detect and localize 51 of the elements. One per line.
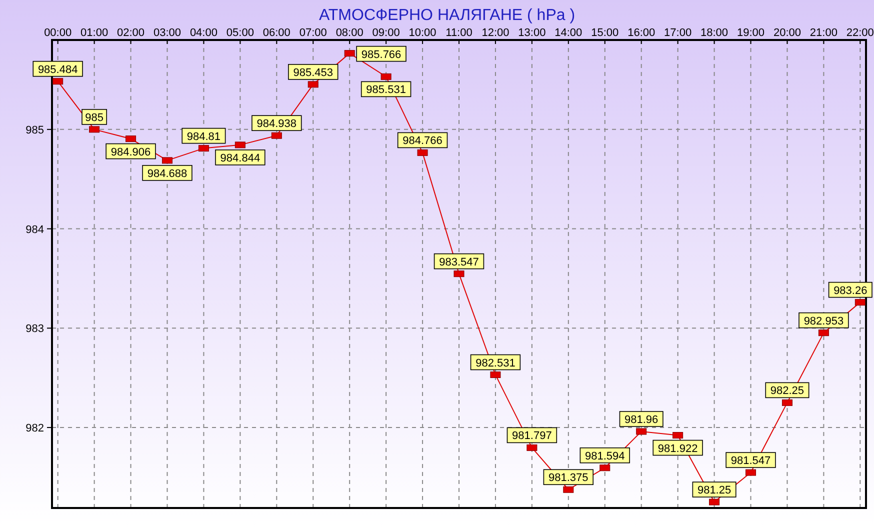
x-tick-label: 02:00: [117, 27, 145, 39]
data-label: 982.953: [804, 315, 844, 328]
x-tick-label: 06:00: [262, 27, 290, 39]
data-label: 985.453: [293, 66, 334, 79]
x-tick-label: 21:00: [810, 27, 838, 39]
data-label: 984.844: [220, 152, 260, 164]
x-tick-label: 14:00: [554, 27, 582, 39]
data-label: 981.922: [658, 442, 698, 455]
x-tick-label: 20:00: [773, 27, 801, 39]
x-tick-label: 15:00: [591, 27, 619, 39]
x-tick-label: 11:00: [446, 27, 472, 39]
data-label: 981.547: [730, 455, 771, 468]
x-tick-label: 12:00: [482, 27, 510, 39]
y-tick-label: 983: [26, 323, 44, 336]
x-tick-label: 18:00: [700, 27, 728, 39]
x-tick-label: 08:00: [336, 27, 364, 39]
y-tick-label: 984: [26, 224, 44, 236]
data-label: 985.484: [38, 64, 78, 76]
data-label: 981.375: [548, 472, 588, 484]
x-tick-label: 10:00: [408, 27, 436, 39]
data-label: 985.531: [366, 84, 406, 96]
data-label: 983.26: [834, 284, 868, 297]
data-label: 981.96: [624, 414, 658, 426]
x-tick-label: 17:00: [664, 27, 692, 39]
x-tick-label: 01:00: [80, 27, 108, 39]
x-tick-label: 09:00: [372, 27, 400, 39]
x-tick-label: 22:00: [846, 27, 874, 39]
data-label: 985.766: [361, 48, 402, 61]
data-label: 981.797: [512, 430, 552, 442]
chart-title: АТМОСФЕРНО НАЛЯГАНЕ ( hPa ): [318, 7, 576, 24]
data-label: 985: [85, 112, 104, 124]
data-label: 983.547: [439, 256, 479, 268]
x-tick-label: 04:00: [190, 27, 218, 39]
data-label: 981.594: [584, 450, 625, 462]
y-tick-label: 985: [26, 124, 44, 136]
x-tick-label: 16:00: [628, 27, 656, 39]
x-tick-label: 07:00: [299, 27, 327, 39]
data-label: 984.688: [147, 168, 188, 180]
x-tick-label: 05:00: [226, 27, 254, 39]
data-label: 984.766: [402, 135, 442, 148]
x-tick-label: 03:00: [153, 27, 182, 39]
x-tick-label: 19:00: [736, 27, 765, 39]
data-label: 984.81: [186, 130, 221, 143]
x-tick-label: 00:00: [44, 27, 72, 39]
data-label: 984.938: [256, 118, 297, 130]
data-label: 984.906: [110, 146, 151, 158]
data-label: 982.25: [770, 385, 804, 398]
y-tick-label: 982: [26, 422, 44, 435]
data-label: 982.531: [476, 357, 516, 370]
x-tick-label: 13:00: [518, 27, 546, 39]
data-label: 981.25: [697, 484, 732, 497]
